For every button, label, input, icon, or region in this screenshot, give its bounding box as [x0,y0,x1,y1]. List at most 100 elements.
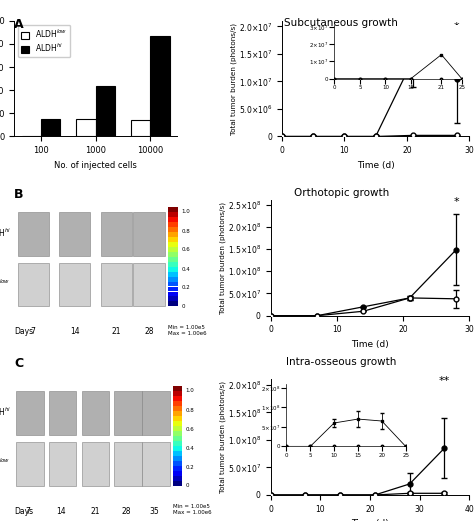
Bar [168,287,178,291]
Bar [96,85,115,137]
Y-axis label: Total tumor burden (photons/s): Total tumor burden (photons/s) [219,202,226,314]
FancyBboxPatch shape [82,391,109,435]
X-axis label: Time (d): Time (d) [357,161,394,170]
Bar [168,281,178,287]
Text: Subcutaneous growth: Subcutaneous growth [284,18,398,28]
Bar [168,267,178,271]
Text: ALDH$^{low}$: ALDH$^{low}$ [0,456,11,469]
Text: 0.6: 0.6 [182,247,191,252]
Bar [173,431,182,436]
Bar [168,296,178,302]
Text: Orthotopic growth: Orthotopic growth [294,188,389,197]
Bar [168,271,178,277]
Bar [173,426,182,431]
Text: 0.4: 0.4 [182,267,191,272]
FancyBboxPatch shape [59,212,90,256]
Text: A: A [14,18,24,31]
Text: 28: 28 [122,506,131,515]
Bar [173,461,182,466]
Text: 0.6: 0.6 [185,427,194,431]
Text: 14: 14 [70,327,80,336]
Bar [173,456,182,461]
Text: 0.2: 0.2 [185,465,194,470]
Text: Intra-osseous growth: Intra-osseous growth [286,357,396,367]
Text: 0: 0 [182,304,185,309]
Text: 0.4: 0.4 [185,446,194,451]
FancyBboxPatch shape [82,442,109,486]
Bar [168,252,178,256]
Bar [173,446,182,451]
Text: C: C [14,357,23,370]
Bar [168,237,178,242]
Bar [168,217,178,221]
Text: ALDH$^{low}$: ALDH$^{low}$ [0,277,11,290]
Text: 21: 21 [91,506,100,515]
Bar [168,232,178,237]
Text: Min = 1.00e5
Max = 1.00e6: Min = 1.00e5 Max = 1.00e6 [173,504,212,515]
Text: *: * [453,197,459,207]
Bar [168,302,178,306]
Bar [173,386,182,391]
Text: B: B [14,188,24,201]
Text: 0: 0 [185,483,189,488]
Text: Days: Days [14,327,33,336]
FancyBboxPatch shape [59,263,90,306]
Text: *: * [454,22,460,32]
Bar [173,401,182,406]
Bar [168,227,178,232]
Text: 35: 35 [149,506,159,515]
Bar [173,466,182,471]
FancyBboxPatch shape [142,391,170,435]
Bar [173,476,182,481]
FancyBboxPatch shape [49,442,76,486]
Legend: ALDH$^{low}$, ALDH$^{hi}$: ALDH$^{low}$, ALDH$^{hi}$ [18,24,70,57]
FancyBboxPatch shape [100,212,132,256]
FancyBboxPatch shape [18,212,49,256]
Bar [168,262,178,267]
Y-axis label: Total tumor burden (photons/s): Total tumor burden (photons/s) [231,22,237,134]
Text: 0.8: 0.8 [185,408,194,413]
Bar [131,120,150,137]
FancyBboxPatch shape [18,263,49,306]
X-axis label: No. of injected cells: No. of injected cells [54,161,137,170]
Bar [173,406,182,411]
Text: 28: 28 [144,327,154,336]
Bar [150,36,170,137]
X-axis label: Time (d): Time (d) [351,519,389,521]
X-axis label: Time (d): Time (d) [351,340,389,349]
Text: 7: 7 [26,506,30,515]
Bar [76,119,96,137]
Bar [173,441,182,446]
Text: 1.0: 1.0 [182,209,191,214]
Bar [41,119,60,137]
Bar [173,436,182,441]
Bar [168,242,178,246]
Bar [168,246,178,252]
FancyBboxPatch shape [16,391,44,435]
FancyBboxPatch shape [134,212,164,256]
Bar [173,411,182,416]
Text: 0.8: 0.8 [182,229,191,234]
FancyBboxPatch shape [49,391,76,435]
Bar [168,221,178,227]
Bar [173,471,182,476]
Bar [173,481,182,486]
Bar [168,207,178,212]
FancyBboxPatch shape [114,391,142,435]
FancyBboxPatch shape [142,442,170,486]
Bar [173,391,182,396]
Bar [173,451,182,456]
Bar [168,277,178,281]
Bar [173,416,182,421]
Bar [168,292,178,296]
FancyBboxPatch shape [16,442,44,486]
Text: 1.0: 1.0 [185,388,194,393]
Text: 0.2: 0.2 [182,286,191,291]
Text: **: ** [439,377,450,387]
Text: 7: 7 [31,327,36,336]
FancyBboxPatch shape [114,442,142,486]
FancyBboxPatch shape [134,263,164,306]
Text: ALDH$^{hi}$: ALDH$^{hi}$ [0,226,11,239]
Text: 21: 21 [111,327,121,336]
Text: ALDH$^{hi}$: ALDH$^{hi}$ [0,405,11,418]
